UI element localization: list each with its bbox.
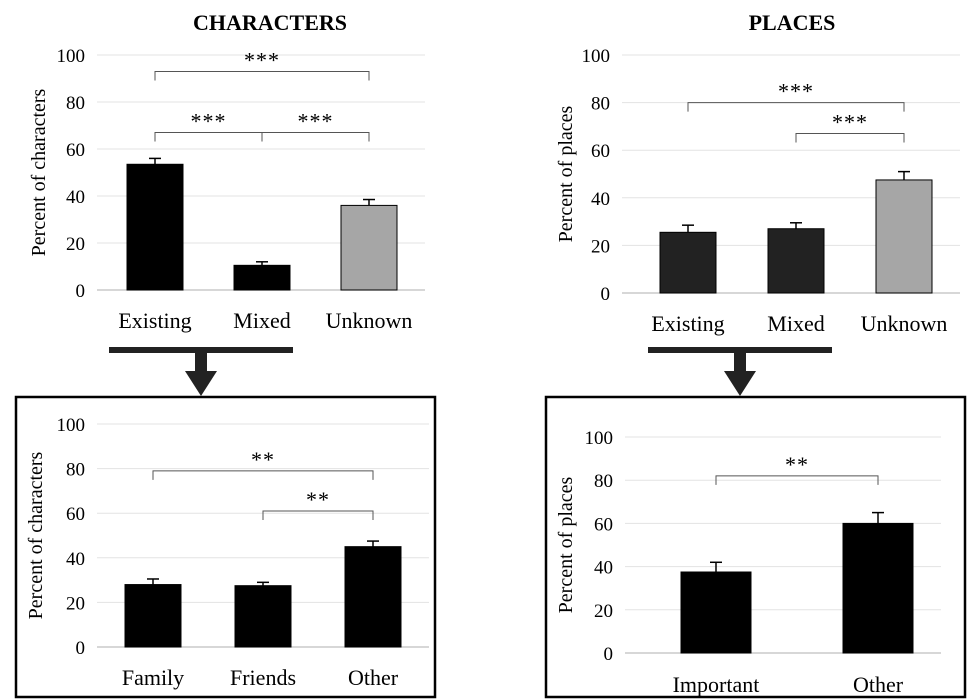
y-tick-label: 0 bbox=[601, 284, 611, 305]
bar bbox=[233, 264, 291, 291]
bar bbox=[875, 179, 933, 294]
y-tick-label: 100 bbox=[585, 428, 614, 449]
significance-label: *** bbox=[778, 79, 814, 104]
significance-label: ** bbox=[785, 452, 809, 477]
y-axis-label: Percent of characters bbox=[25, 451, 47, 619]
significance-bracket bbox=[154, 70, 370, 81]
bar bbox=[126, 163, 184, 291]
y-tick-label: 100 bbox=[57, 46, 86, 67]
significance-bracket bbox=[261, 132, 370, 142]
y-tick-label: 60 bbox=[66, 504, 85, 525]
category-label: Existing bbox=[651, 311, 724, 336]
bar bbox=[767, 228, 825, 294]
y-tick-label: 100 bbox=[582, 46, 611, 67]
y-tick-label: 60 bbox=[591, 141, 610, 162]
y-tick-label: 40 bbox=[66, 549, 85, 570]
category-label: Existing bbox=[118, 308, 191, 333]
significance-label: ** bbox=[306, 487, 330, 512]
chart-panel-2: PLACES 0 20 40 60 80 100 Percent of places Exist… bbox=[555, 10, 960, 336]
panel-3-box bbox=[14, 395, 437, 699]
chart-title: CHARACTERS bbox=[193, 10, 347, 35]
category-label: Friends bbox=[230, 665, 296, 690]
significance-label: *** bbox=[298, 109, 334, 134]
significance-label: *** bbox=[191, 109, 227, 134]
y-tick-label: 40 bbox=[66, 187, 85, 208]
panel-4-box bbox=[544, 395, 967, 699]
y-tick-label: 60 bbox=[594, 514, 613, 535]
y-tick-label: 20 bbox=[66, 234, 85, 255]
significance-label: *** bbox=[832, 110, 868, 135]
y-tick-label: 20 bbox=[591, 236, 610, 257]
y-tick-label: 60 bbox=[66, 140, 85, 161]
y-axis-label: Percent of places bbox=[555, 105, 577, 242]
y-tick-label: 40 bbox=[591, 189, 610, 210]
category-label: Unknown bbox=[326, 308, 413, 333]
y-tick-label: 20 bbox=[594, 601, 613, 622]
bar bbox=[344, 546, 402, 648]
significance-bracket bbox=[795, 133, 905, 143]
y-tick-label: 40 bbox=[594, 558, 613, 579]
y-tick-label: 80 bbox=[66, 460, 85, 481]
category-label: Unknown bbox=[861, 311, 948, 336]
y-tick-label: 80 bbox=[591, 94, 610, 115]
significance-label: *** bbox=[244, 47, 280, 72]
chart-panel-3: 0 20 40 60 80 100 Percent of characters Family F… bbox=[25, 415, 429, 690]
chart-panel-4: 0 20 40 60 80 100 Percent of places Important Ot… bbox=[555, 428, 941, 697]
significance-bracket bbox=[715, 475, 879, 485]
significance-bracket bbox=[154, 132, 263, 142]
y-axis-label: Percent of characters bbox=[28, 88, 50, 256]
down-arrow-icon bbox=[648, 347, 832, 396]
bar bbox=[680, 571, 752, 654]
chart-title: PLACES bbox=[749, 10, 836, 35]
category-label: Family bbox=[122, 665, 184, 690]
y-tick-label: 0 bbox=[604, 644, 614, 665]
category-label: Other bbox=[853, 672, 904, 697]
y-axis-label: Percent of places bbox=[555, 476, 577, 613]
down-arrow-icon bbox=[109, 347, 293, 396]
y-tick-label: 0 bbox=[76, 281, 86, 302]
y-tick-label: 0 bbox=[76, 638, 86, 659]
bar bbox=[659, 231, 717, 294]
chart-panel-1: CHARACTERS 0 20 40 60 80 100 Percent of charact… bbox=[28, 10, 425, 333]
y-tick-label: 100 bbox=[57, 415, 86, 436]
y-tick-label: 80 bbox=[594, 471, 613, 492]
bar bbox=[234, 585, 292, 648]
significance-bracket bbox=[152, 470, 374, 480]
y-tick-label: 80 bbox=[66, 93, 85, 114]
category-label: Important bbox=[673, 672, 760, 697]
significance-label: ** bbox=[251, 447, 275, 472]
bar bbox=[842, 522, 914, 654]
category-label: Other bbox=[348, 665, 399, 690]
category-label: Mixed bbox=[233, 308, 290, 333]
bar bbox=[124, 584, 182, 648]
bar bbox=[340, 204, 398, 291]
significance-bracket bbox=[262, 510, 374, 520]
significance-bracket bbox=[687, 102, 905, 112]
y-tick-label: 20 bbox=[66, 593, 85, 614]
category-label: Mixed bbox=[767, 311, 824, 336]
